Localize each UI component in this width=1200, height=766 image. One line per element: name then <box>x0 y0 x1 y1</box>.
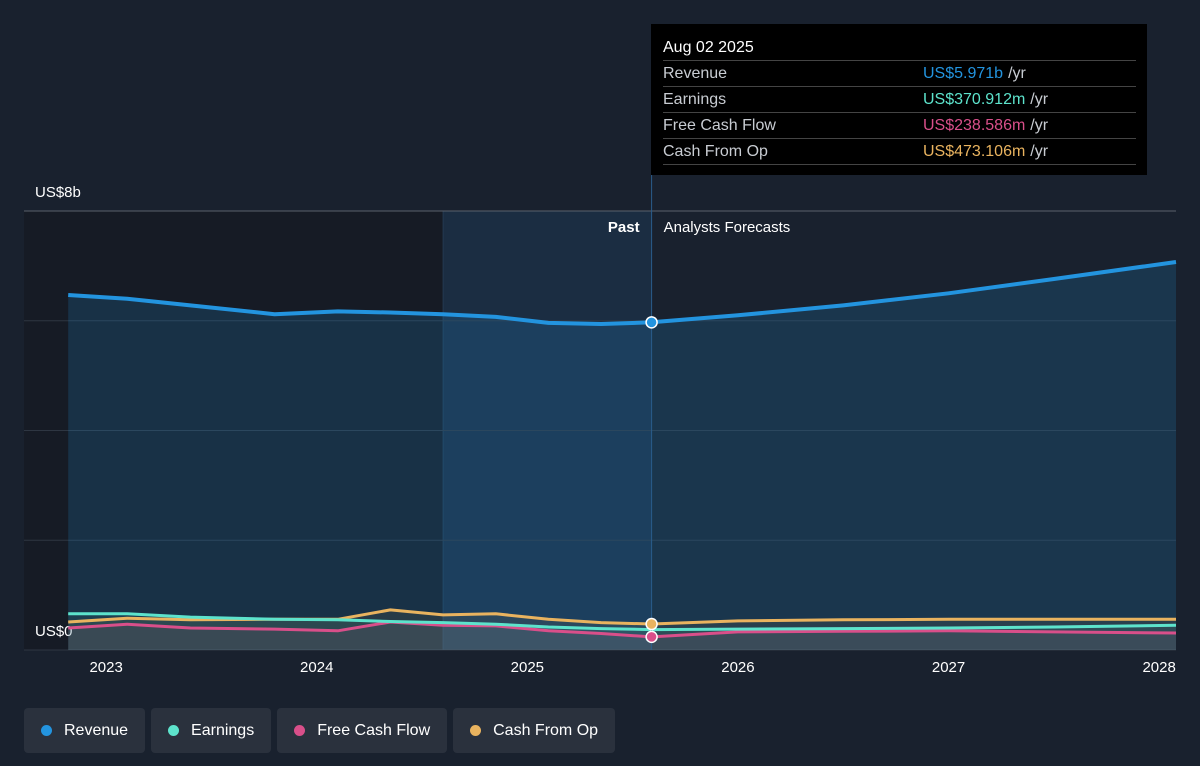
series-line <box>68 612 1177 632</box>
legend-label: Cash From Op <box>493 721 599 739</box>
legend-item[interactable]: Free Cash Flow <box>277 708 448 753</box>
legend-item[interactable]: Earnings <box>151 708 272 753</box>
tooltip-unit: /yr <box>1030 91 1049 108</box>
legend-label: Revenue <box>64 721 129 739</box>
x-tick-label: 2023 <box>89 659 122 676</box>
legend: Revenue Earnings Free Cash Flow Cash From O… <box>24 708 616 753</box>
tooltip-title: Aug 02 2025 <box>663 39 754 56</box>
legend-item[interactable]: Revenue <box>24 708 146 753</box>
series-line <box>68 620 1177 639</box>
series-area <box>68 262 1177 650</box>
x-tick-label: 2025 <box>511 659 544 676</box>
tooltip-name: Free Cash Flow <box>663 117 776 134</box>
legend-dot <box>168 725 180 736</box>
past-label: Past <box>608 219 640 236</box>
tooltip-value: US$5.971b <box>923 65 1004 82</box>
tooltip-unit: /yr <box>1030 117 1049 134</box>
tooltip-row: Earnings US$370.912m/yr <box>663 86 1136 112</box>
x-tick-label: 2028 <box>1142 659 1175 676</box>
x-tick-label: 2024 <box>300 659 333 676</box>
tooltip-name: Cash From Op <box>663 143 768 160</box>
legend-dot <box>41 725 52 736</box>
legend-label: Earnings <box>191 721 255 739</box>
point-marker <box>645 630 658 644</box>
y-tick-label: US$8b <box>35 184 81 201</box>
tooltip-row: Cash From Op US$473.106m/yr <box>663 138 1136 165</box>
tooltip-value: US$473.106m <box>923 143 1026 160</box>
legend-dot <box>470 725 482 736</box>
point-marker <box>645 617 658 631</box>
point-marker <box>645 316 658 329</box>
y-tick-label: US$0 <box>35 623 73 640</box>
tooltip-name: Earnings <box>663 91 727 108</box>
tooltip-unit: /yr <box>1030 143 1049 160</box>
series-area <box>68 613 1177 650</box>
tooltip-row: Free Cash Flow US$238.586m/yr <box>663 112 1136 138</box>
x-tick-label: 2027 <box>932 659 965 676</box>
x-tick-label: 2026 <box>721 659 754 676</box>
legend-label: Free Cash Flow <box>317 721 431 739</box>
series-line <box>68 260 1177 326</box>
legend-dot <box>294 725 306 736</box>
tooltip-value: US$238.586m <box>923 117 1026 134</box>
tooltip-row: Revenue US$5.971b/yr <box>663 60 1136 86</box>
tooltip-value: US$370.912m <box>923 91 1026 108</box>
legend-item[interactable]: Cash From Op <box>453 708 616 753</box>
forecast-label: Analysts Forecasts <box>664 219 791 236</box>
tooltip-name: Revenue <box>663 65 728 82</box>
tooltip-unit: /yr <box>1008 65 1026 82</box>
chart: US$0 US$8b 2023 2024 2025 2026 2027 2028 Past Ana… <box>24 175 1177 676</box>
tooltip: Aug 02 2025 Revenue US$5.971b/yr Earnings U… <box>651 24 1147 175</box>
